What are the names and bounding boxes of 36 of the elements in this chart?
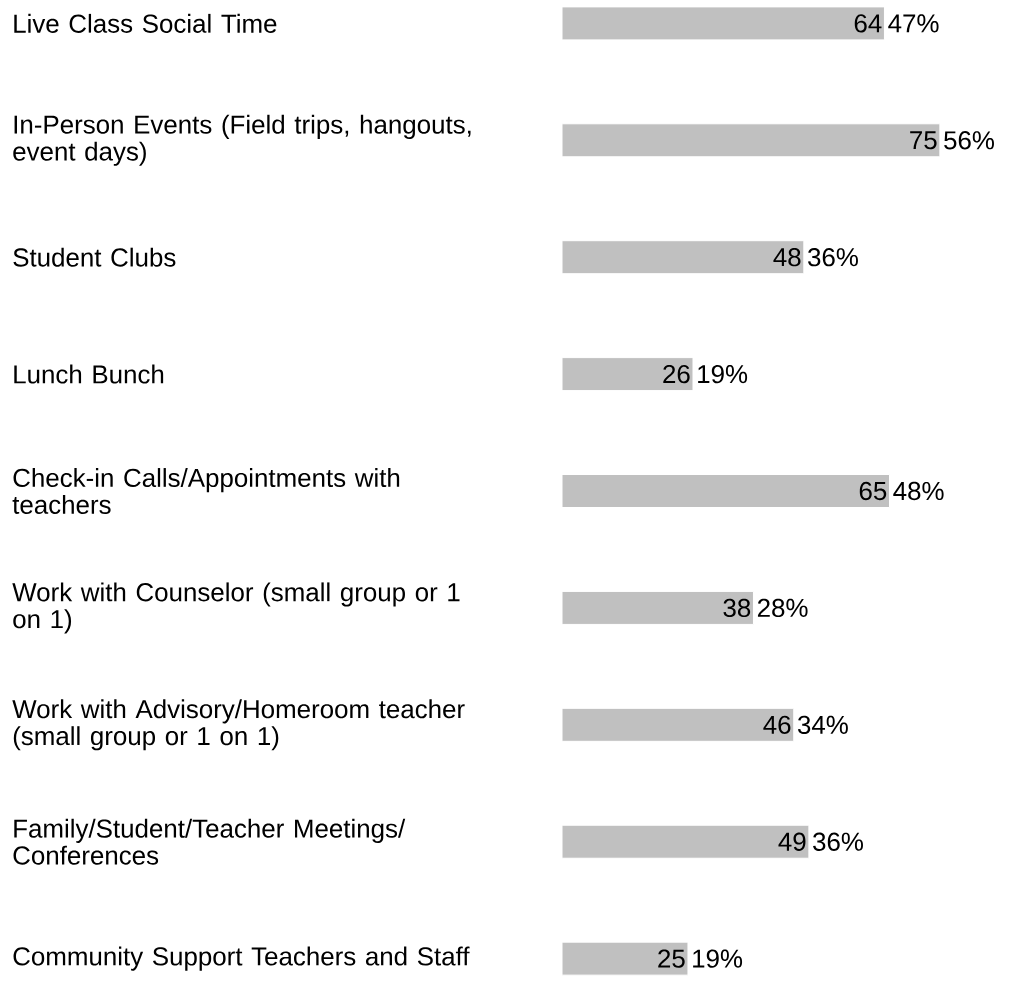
annotation: 56%	[944, 131, 994, 150]
y-tick-label: Lunch Bunch	[14, 364, 164, 384]
bar	[561, 824, 810, 859]
data-label: 26	[663, 364, 690, 384]
bar	[561, 123, 941, 158]
annotation: 36%	[813, 832, 863, 851]
y-tick-label: Check-in Calls/Appointments with teachers	[12, 468, 400, 514]
bar	[561, 941, 689, 976]
y-tick-label: Live Class Social Time	[14, 13, 277, 33]
data-label: 48	[773, 248, 801, 267]
annotation: 19%	[698, 364, 748, 384]
data-label: 46	[763, 715, 791, 734]
data-label: 25	[658, 949, 685, 968]
y-tick-label: Family/Student/Teacher Meetings/ Conferences	[13, 818, 406, 865]
annotation: 34%	[797, 715, 848, 734]
y-tick-label: Student Clubs	[13, 247, 176, 267]
y-tick-label: Work with Counselor (small group or 1 on 1)	[12, 582, 460, 634]
bar	[561, 357, 694, 392]
y-tick-label: In-Person Events (Field trips, hangouts, event days)	[13, 114, 471, 166]
annotation: 48%	[893, 481, 944, 501]
bar	[561, 6, 885, 41]
bar	[561, 590, 754, 625]
bar	[561, 707, 795, 742]
data-label: 65	[859, 481, 887, 501]
data-label: 38	[723, 598, 751, 618]
data-label: 49	[778, 832, 806, 851]
data-label: 75	[910, 131, 937, 150]
annotation: 47%	[888, 14, 939, 33]
data-label: 64	[854, 14, 882, 33]
annotation: 19%	[693, 949, 743, 968]
y-tick-label: Work with Advisory/Homeroom teacher (small group or 1 on 1)	[12, 699, 465, 751]
bar	[561, 474, 890, 509]
bar	[561, 240, 805, 275]
annotation: 28%	[757, 598, 808, 618]
y-tick-label: Community Support Teachers and Staff	[13, 946, 470, 971]
annotation: 36%	[808, 248, 858, 267]
